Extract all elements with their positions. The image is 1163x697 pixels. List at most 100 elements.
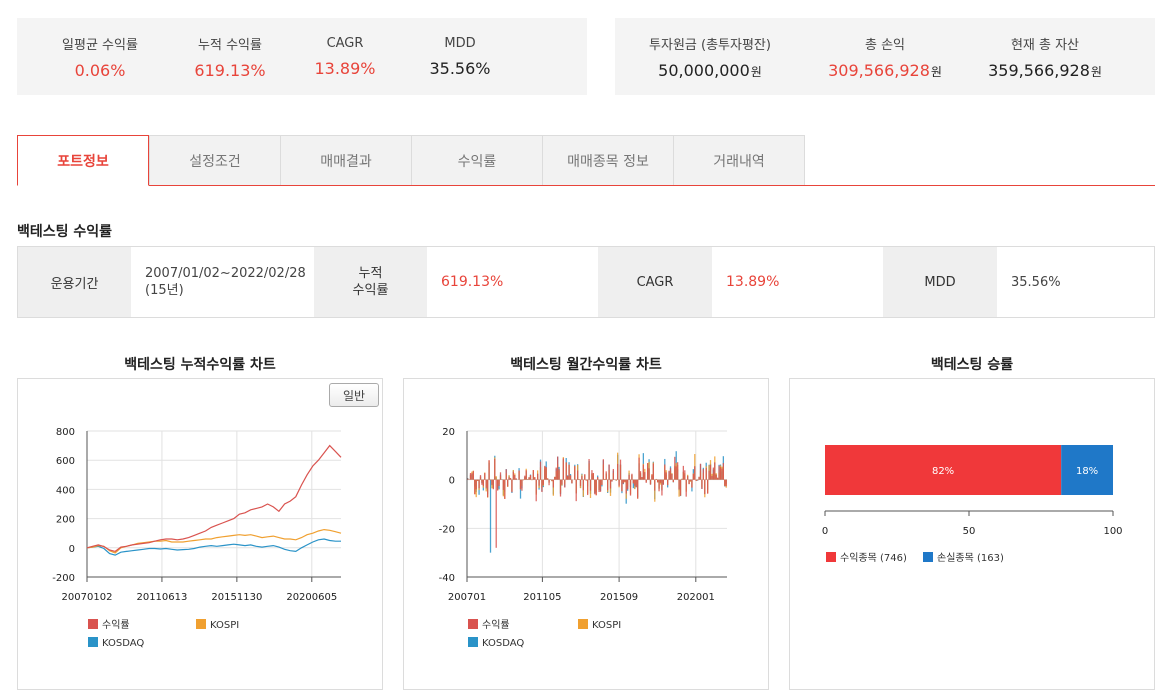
tab-returns[interactable]: 수익률 [411, 135, 543, 185]
monthly-bar [664, 464, 666, 480]
monthly-bar [719, 467, 722, 480]
monthly-bar [607, 479, 609, 491]
stat-unit: 원 [930, 64, 942, 79]
legend-label: 수익률 [102, 619, 130, 631]
monthly-bar [511, 479, 513, 493]
monthly-bar [469, 473, 472, 480]
stat-label: 총 손익 [864, 37, 905, 53]
monthly-bar [675, 466, 677, 480]
monthly-bar [589, 479, 592, 491]
y-tick-label: -40 [439, 573, 455, 584]
monthly-bar [695, 479, 697, 482]
monthly-bar [652, 463, 654, 480]
stat-label: 일평균 수익률 [62, 37, 138, 53]
monthly-bar [711, 475, 713, 480]
x-tick-label: 201509 [600, 592, 638, 603]
x-tick-label: 20070102 [62, 592, 113, 603]
monthly-bar [562, 458, 564, 480]
winrate-chart: 82% 18% 0 50 100 수익종목 (746) 손실종목 (163) [789, 378, 1155, 690]
monthly-bar [579, 479, 582, 486]
stat-label: 누적 수익률 [198, 37, 262, 53]
monthly-bar [564, 479, 566, 488]
monthly-bar [689, 479, 692, 481]
stat-label: 투자원금 (총투자평잔) [649, 37, 771, 53]
monthly-bar [702, 469, 704, 480]
monthly-bar [649, 479, 652, 485]
monthly-bar [679, 479, 682, 496]
monthly-bar [505, 469, 507, 480]
stat-number: 359,566,928 [988, 60, 1090, 80]
monthly-bar [495, 479, 497, 548]
tab-port-info[interactable]: 포트정보 [17, 135, 149, 186]
monthly-bar [548, 479, 550, 486]
monthly-bar [718, 465, 720, 480]
monthly-bar [637, 479, 639, 499]
monthly-bar [559, 479, 562, 497]
chart-mode-button[interactable]: 일반 [329, 383, 379, 407]
monthly-bar [629, 479, 632, 496]
monthly-bar [498, 479, 500, 487]
monthly-bar [722, 463, 724, 480]
monthly-bar [638, 457, 640, 480]
series-line [86, 528, 342, 554]
stat-principal: 투자원금 (총투자평잔) 50,000,000원 [615, 18, 805, 95]
x-tick-label: 201105 [523, 592, 561, 603]
period-years: (15년) [145, 283, 184, 298]
monthly-bar [651, 474, 653, 480]
legend-label: KOSPI [592, 620, 621, 631]
monthly-bar [508, 477, 510, 480]
monthly-bar [622, 479, 624, 484]
monthly-bar [494, 459, 496, 480]
tab-settings[interactable]: 설정조건 [149, 135, 281, 185]
monthly-bar [532, 470, 534, 480]
monthly-bar [709, 464, 712, 480]
x-tick-label: 50 [963, 526, 976, 537]
monthly-bar [662, 479, 664, 485]
series-line [86, 538, 341, 556]
monthly-bar [705, 468, 707, 480]
tab-stock-info[interactable]: 매매종목 정보 [542, 135, 674, 185]
monthly-bar [725, 479, 727, 487]
monthly-bar [717, 477, 719, 480]
cagr-value: 13.89% [726, 274, 780, 290]
monthly-bar [474, 479, 476, 495]
monthly-bar [539, 461, 542, 480]
monthly-bar [555, 467, 557, 480]
x-tick-label: 100 [1103, 526, 1122, 537]
cum-label-line1: 누적 [358, 266, 383, 281]
monthly-bar [479, 475, 482, 480]
monthly-bar [561, 479, 563, 485]
monthly-bar [661, 479, 663, 496]
cum-return-label: 누적 수익률 [314, 247, 427, 317]
monthly-bar [621, 479, 623, 492]
monthly-bar [518, 470, 520, 480]
monthly-bar [595, 479, 597, 496]
monthly-bar [594, 479, 596, 495]
tab-trade-results[interactable]: 매매결과 [280, 135, 412, 185]
cum-label-line2: 수익률 [352, 283, 389, 298]
x-tick-label: 200701 [448, 592, 486, 603]
monthly-bar [495, 476, 497, 480]
monthly-bar [467, 478, 469, 480]
monthly-bar [615, 479, 617, 481]
tab-bar: 포트정보 설정조건 매매결과 수익률 매매종목 정보 거래내역 [17, 135, 1155, 186]
monthly-bar [625, 479, 627, 494]
stat-label: 현재 총 자산 [1010, 37, 1080, 53]
monthly-bar [684, 470, 686, 480]
cumulative-chart-svg: 800 600 400 200 0 -200 20070102 20110613 2015113… [52, 427, 342, 649]
stat-label: CAGR [326, 35, 364, 51]
legend-label: KOSDAQ [102, 638, 144, 649]
monthly-bar [588, 459, 590, 480]
monthly-bar [509, 477, 512, 480]
monthly-bar [712, 467, 714, 480]
monthly-bar [537, 473, 539, 480]
monthly-bar [657, 479, 659, 483]
monthly-bar [691, 479, 693, 488]
y-tick-label: 0 [449, 476, 455, 487]
tab-transactions[interactable]: 거래내역 [673, 135, 805, 185]
mdd-label: MDD [883, 247, 997, 317]
monthly-bar [569, 475, 572, 480]
monthly-bar [634, 479, 636, 486]
monthly-bar [632, 479, 634, 484]
legend-label: 수익률 [482, 619, 510, 631]
